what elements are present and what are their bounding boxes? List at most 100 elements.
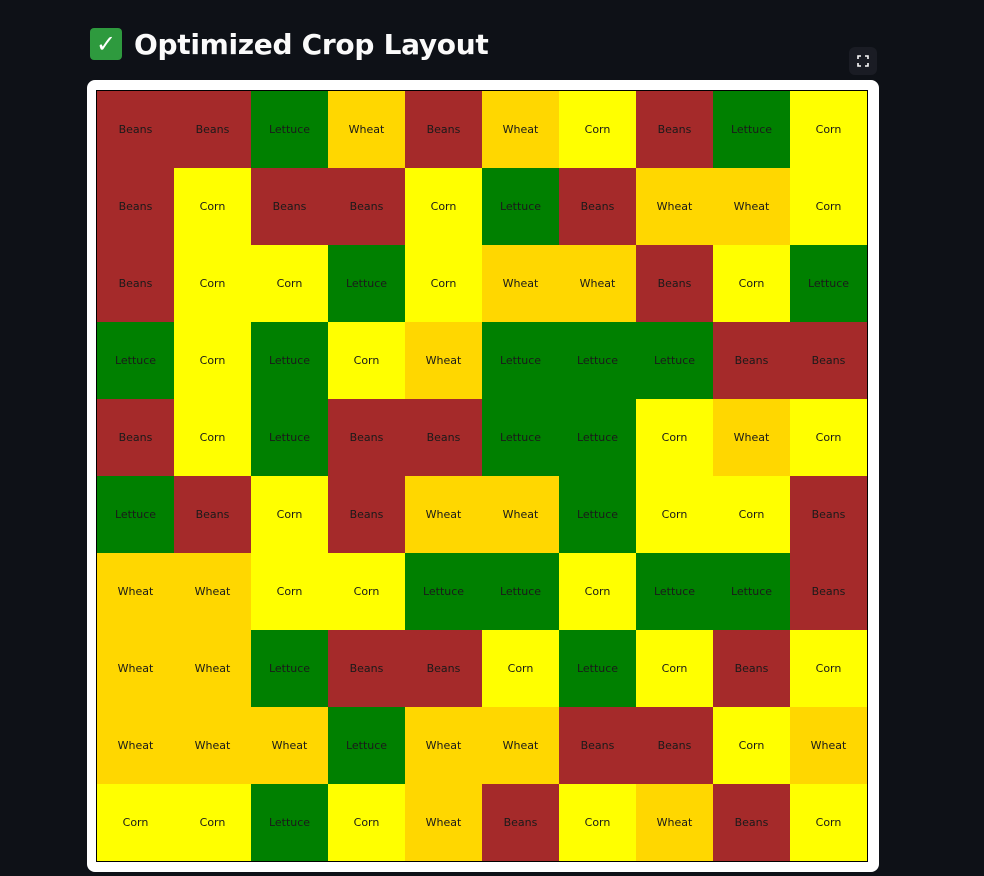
grid-cell: Corn bbox=[559, 553, 636, 630]
grid-cell: Corn bbox=[328, 322, 405, 399]
grid-cell: Beans bbox=[790, 476, 867, 553]
fullscreen-icon bbox=[857, 55, 869, 67]
crop-layout-grid: Beans Beans Lettuce Wheat Beans Wheat Corn Bean… bbox=[96, 90, 868, 862]
grid-cell: Wheat bbox=[97, 630, 174, 707]
grid-cell: Beans bbox=[174, 476, 251, 553]
grid-cell: Corn bbox=[713, 707, 790, 784]
grid-cell: Lettuce bbox=[405, 553, 482, 630]
grid-cell: Corn bbox=[790, 784, 867, 861]
grid-cell: Corn bbox=[251, 245, 328, 322]
grid-cell: Lettuce bbox=[482, 553, 559, 630]
grid-cell: Lettuce bbox=[636, 322, 713, 399]
grid-cell: Wheat bbox=[97, 707, 174, 784]
grid-cell: Wheat bbox=[482, 707, 559, 784]
grid-cell: Wheat bbox=[482, 476, 559, 553]
grid-cell: Beans bbox=[251, 168, 328, 245]
grid-cell: Beans bbox=[174, 91, 251, 168]
grid-cell: Beans bbox=[97, 399, 174, 476]
grid-cell: Lettuce bbox=[251, 784, 328, 861]
grid-cell: Beans bbox=[636, 707, 713, 784]
grid-cell: Lettuce bbox=[328, 707, 405, 784]
grid-cell: Wheat bbox=[97, 553, 174, 630]
grid-cell: Corn bbox=[405, 245, 482, 322]
grid-cell: Wheat bbox=[174, 707, 251, 784]
grid-cell: Wheat bbox=[328, 91, 405, 168]
grid-cell: Wheat bbox=[174, 630, 251, 707]
grid-cell: Beans bbox=[328, 476, 405, 553]
grid-cell: Wheat bbox=[251, 707, 328, 784]
fullscreen-button[interactable] bbox=[849, 47, 877, 75]
grid-cell: Lettuce bbox=[328, 245, 405, 322]
grid-cell: Corn bbox=[328, 784, 405, 861]
grid-cell: Corn bbox=[174, 245, 251, 322]
grid-cell: Wheat bbox=[405, 322, 482, 399]
grid-cell: Wheat bbox=[636, 168, 713, 245]
page-header: ✓ Optimized Crop Layout bbox=[90, 24, 489, 64]
grid-cell: Lettuce bbox=[559, 322, 636, 399]
grid-cell: Lettuce bbox=[636, 553, 713, 630]
grid-cell: Beans bbox=[482, 784, 559, 861]
grid-cell: Corn bbox=[636, 399, 713, 476]
grid-cell: Beans bbox=[97, 91, 174, 168]
grid-cell: Wheat bbox=[405, 707, 482, 784]
grid-cell: Wheat bbox=[636, 784, 713, 861]
grid-cell: Beans bbox=[405, 399, 482, 476]
grid-cell: Wheat bbox=[790, 707, 867, 784]
grid-cell: Wheat bbox=[405, 784, 482, 861]
grid-cell: Corn bbox=[790, 399, 867, 476]
grid-cell: Beans bbox=[328, 399, 405, 476]
grid-cell: Corn bbox=[97, 784, 174, 861]
grid-cell: Wheat bbox=[482, 245, 559, 322]
grid-cell: Lettuce bbox=[559, 399, 636, 476]
grid-cell: Wheat bbox=[559, 245, 636, 322]
grid-cell: Beans bbox=[328, 168, 405, 245]
grid-cell: Lettuce bbox=[251, 630, 328, 707]
page-title: Optimized Crop Layout bbox=[134, 27, 489, 61]
check-mark-icon: ✓ bbox=[90, 28, 122, 60]
grid-cell: Corn bbox=[174, 399, 251, 476]
grid-cell: Lettuce bbox=[790, 245, 867, 322]
grid-cell: Lettuce bbox=[97, 322, 174, 399]
grid-cell: Corn bbox=[328, 553, 405, 630]
grid-cell: Corn bbox=[559, 784, 636, 861]
grid-cell: Beans bbox=[405, 630, 482, 707]
grid-cell: Corn bbox=[174, 168, 251, 245]
grid-cell: Lettuce bbox=[251, 399, 328, 476]
grid-cell: Corn bbox=[482, 630, 559, 707]
grid-cell: Corn bbox=[790, 91, 867, 168]
grid-cell: Lettuce bbox=[482, 168, 559, 245]
grid-cell: Lettuce bbox=[251, 91, 328, 168]
grid-cell: Lettuce bbox=[482, 322, 559, 399]
grid-cell: Wheat bbox=[713, 168, 790, 245]
grid-cell: Lettuce bbox=[559, 476, 636, 553]
grid-cell: Corn bbox=[405, 168, 482, 245]
grid-cell: Corn bbox=[713, 245, 790, 322]
grid-cell: Beans bbox=[713, 630, 790, 707]
grid-cell: Corn bbox=[559, 91, 636, 168]
grid-cell: Corn bbox=[251, 553, 328, 630]
grid-cell: Beans bbox=[636, 91, 713, 168]
grid-cell: Beans bbox=[97, 245, 174, 322]
grid-cell: Beans bbox=[713, 784, 790, 861]
grid-cell: Lettuce bbox=[713, 91, 790, 168]
grid-cell: Beans bbox=[636, 245, 713, 322]
grid-cell: Corn bbox=[251, 476, 328, 553]
grid-cell: Beans bbox=[790, 322, 867, 399]
grid-cell: Lettuce bbox=[97, 476, 174, 553]
grid-cell: Lettuce bbox=[713, 553, 790, 630]
grid-cell: Beans bbox=[97, 168, 174, 245]
grid-cell: Corn bbox=[713, 476, 790, 553]
grid-cell: Lettuce bbox=[559, 630, 636, 707]
grid-cell: Lettuce bbox=[251, 322, 328, 399]
grid-cell: Corn bbox=[790, 168, 867, 245]
grid-cell: Beans bbox=[328, 630, 405, 707]
grid-cell: Wheat bbox=[405, 476, 482, 553]
grid-cell: Beans bbox=[559, 168, 636, 245]
grid-cell: Corn bbox=[636, 630, 713, 707]
grid-cell: Wheat bbox=[713, 399, 790, 476]
grid-cell: Beans bbox=[559, 707, 636, 784]
grid-cell: Corn bbox=[174, 322, 251, 399]
grid-cell: Lettuce bbox=[482, 399, 559, 476]
grid-cell: Wheat bbox=[482, 91, 559, 168]
grid-cell: Beans bbox=[713, 322, 790, 399]
